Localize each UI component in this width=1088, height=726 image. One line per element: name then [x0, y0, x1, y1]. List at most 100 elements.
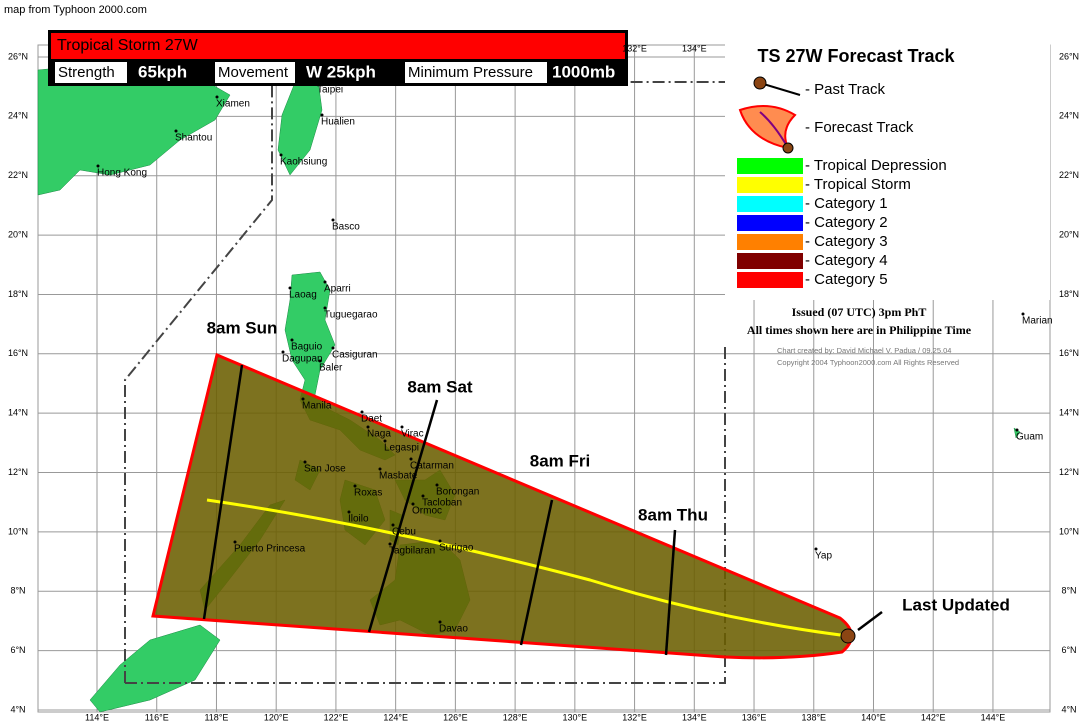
place-dot — [391, 523, 395, 527]
legend-swatch — [737, 215, 803, 231]
place-label: Hualien — [321, 117, 355, 128]
lon-label-top: 134°E — [682, 43, 707, 53]
legend-swatch — [737, 253, 803, 269]
lat-label: 12°N — [8, 467, 28, 477]
place-label: Naga — [367, 429, 391, 440]
place-dot — [378, 467, 382, 471]
place-label: Laoag — [289, 290, 317, 301]
place-label: Kaohsiung — [280, 157, 327, 168]
lat-label: 14°N — [1059, 408, 1079, 418]
lon-label: 138°E — [801, 712, 826, 722]
lat-label: 16°N — [1059, 348, 1079, 358]
place-label: Xiamen — [216, 99, 250, 110]
field-label: Strength — [58, 64, 115, 81]
place-label: Surigao — [439, 543, 474, 554]
lat-label: 22°N — [1059, 170, 1079, 180]
place-label: Borongan — [436, 487, 479, 498]
place-dot — [400, 425, 404, 429]
place-label: Shantou — [175, 133, 212, 144]
place-dot — [814, 547, 818, 551]
lat-label: 24°N — [1059, 111, 1079, 121]
lat-label: 24°N — [8, 111, 28, 121]
legend-swatch — [737, 272, 803, 288]
field-label-bg — [55, 62, 127, 83]
lat-label: 26°N — [1059, 51, 1079, 61]
place-label: Masbate — [379, 471, 418, 482]
place-dot — [288, 286, 292, 290]
lon-label: 136°E — [742, 712, 767, 722]
field-label-bg — [405, 62, 547, 83]
place-label: Yap — [815, 551, 832, 562]
lon-label: 116°E — [145, 712, 169, 722]
track-label: 8am Fri — [530, 451, 590, 470]
legend-track: - Forecast Track — [805, 119, 914, 136]
place-dot — [301, 397, 305, 401]
place-label: Baguio — [291, 342, 323, 353]
place-label: Catarman — [410, 461, 454, 472]
field-value: W 25kph — [306, 62, 376, 81]
place-dot — [290, 338, 294, 342]
place-dot — [388, 542, 392, 546]
forecast-track — [206, 498, 849, 638]
lon-label: 118°E — [204, 712, 228, 722]
place-dot — [409, 457, 413, 461]
lat-label: 6°N — [1061, 645, 1076, 655]
place-label: Tacloban — [422, 498, 462, 509]
track-label: 8am Thu — [638, 505, 708, 524]
legend-entry: - Tropical Depression — [805, 157, 947, 174]
place-label: Casiguran — [332, 350, 378, 361]
legend-swatch — [737, 177, 803, 193]
lon-label: 130°E — [563, 712, 588, 722]
places: Xiamen Shantou Hong Kong Taipei Hualien Kaohs… — [96, 81, 1053, 635]
lon-label: 140°E — [861, 712, 886, 722]
legend-swatch — [737, 158, 803, 174]
place-dot — [215, 95, 219, 99]
legend-swatch — [737, 196, 803, 212]
place-label: Virac — [401, 429, 424, 440]
legend-entry: - Tropical Storm — [805, 176, 911, 193]
place-dot — [323, 280, 327, 284]
lat-label: 22°N — [8, 170, 28, 180]
lon-label: 124°E — [383, 712, 408, 722]
issued-note: All times shown here are in Philippine T… — [747, 323, 972, 337]
lon-label: 120°E — [264, 712, 289, 722]
lon-label: 132°E — [622, 712, 647, 722]
forecast-cone — [151, 352, 853, 660]
legend-entry: - Category 4 — [805, 252, 888, 269]
place-dot — [438, 539, 442, 543]
place-label: Tuguegarao — [324, 310, 378, 321]
place-dot — [331, 218, 335, 222]
place-label: Ormoc — [412, 506, 442, 517]
field-value: 1000mb — [552, 62, 615, 81]
place-dot — [281, 350, 285, 354]
place-dot — [383, 439, 387, 443]
lon-label: 128°E — [503, 712, 528, 722]
place-dot — [331, 346, 335, 350]
issued-note: Issued (07 UTC) 3pm PhT — [792, 305, 927, 319]
place-label: Cebu — [392, 527, 416, 538]
legend-entry: - Category 1 — [805, 195, 888, 212]
place-dot — [438, 620, 442, 624]
past-track-point — [840, 628, 856, 644]
lat-label: 4°N — [1061, 704, 1076, 714]
place-dot — [174, 129, 178, 133]
place-dot — [279, 153, 283, 157]
lon-label: 126°E — [443, 712, 468, 722]
lat-label: 20°N — [8, 229, 28, 239]
place-dot — [1021, 312, 1025, 316]
place-label: Hong Kong — [97, 168, 147, 179]
header-title: Tropical Storm 27W — [57, 37, 199, 54]
place-dot — [353, 484, 357, 488]
place-label: Baler — [319, 363, 343, 374]
place-label: San Jose — [304, 464, 346, 475]
place-label: Daet — [361, 414, 382, 425]
lon-label: 142°E — [921, 712, 946, 722]
source-note: map from Typhoon 2000.com — [4, 4, 147, 16]
lat-label: 8°N — [10, 586, 25, 596]
lat-label: 20°N — [1059, 229, 1079, 239]
lat-label: 10°N — [8, 526, 28, 536]
place-label: Roxas — [354, 488, 382, 499]
place-dot — [318, 359, 322, 363]
field-label: Minimum Pressure — [408, 64, 533, 81]
